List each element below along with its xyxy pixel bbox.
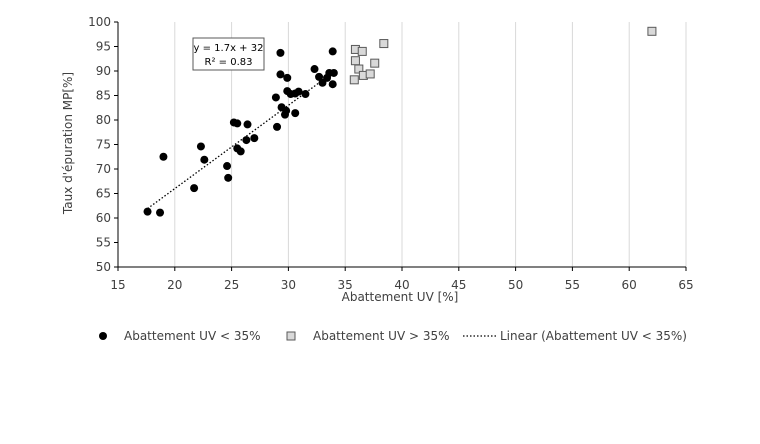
data-point-square <box>365 69 375 79</box>
y-tick-label: 55 <box>96 236 111 250</box>
x-tick-label: 55 <box>565 278 580 292</box>
data-point-circle <box>271 93 280 102</box>
data-point-circle <box>315 72 324 81</box>
data-point-circle <box>328 47 337 56</box>
data-point-square <box>379 39 389 49</box>
y-tick-label: 60 <box>96 211 111 225</box>
y-tick-label: 90 <box>96 64 111 78</box>
data-point-circle <box>328 80 337 89</box>
x-axis-title: Abattement UV [%] <box>342 290 459 304</box>
data-point-square <box>647 26 657 36</box>
legend-item-series-1: Abattement UV < 35% <box>99 329 261 343</box>
data-point-circle <box>159 152 168 161</box>
data-point-circle <box>301 90 310 99</box>
data-point-circle <box>224 173 233 182</box>
y-tick-label: 100 <box>88 15 111 29</box>
data-points <box>143 26 657 217</box>
data-point-circle <box>273 122 282 131</box>
data-point-circle <box>291 109 300 118</box>
data-point-circle <box>143 207 152 216</box>
data-point-circle <box>310 65 319 74</box>
data-point-circle <box>250 134 259 143</box>
data-point-circle <box>283 73 292 82</box>
data-point-circle <box>242 136 251 145</box>
y-tick-label: 75 <box>96 138 111 152</box>
data-point-circle <box>329 68 338 77</box>
y-tick-label: 80 <box>96 113 111 127</box>
trendline-r-squared: R² = 0.83 <box>205 57 253 68</box>
data-point-circle <box>236 147 245 156</box>
legend-marker-circle <box>99 332 107 340</box>
data-point-circle <box>190 184 199 193</box>
x-tick-label: 60 <box>622 278 637 292</box>
x-tick-label: 20 <box>167 278 182 292</box>
equation-box-frame <box>192 37 265 71</box>
trendline-equation: y = 1.7x + 32 <box>194 43 264 54</box>
x-tick-label: 35 <box>338 278 353 292</box>
data-point-circle <box>282 106 291 115</box>
y-tick-label: 85 <box>96 89 111 103</box>
y-axis-title: Taux d'épuration MP[%] <box>61 72 75 215</box>
axes: 50 55 60 65 70 75 80 85 90 95 100 15 20 25 30 35 40 45 50 5… <box>88 15 694 292</box>
x-tick-label: 30 <box>281 278 296 292</box>
x-tick-label: 40 <box>394 278 409 292</box>
legend-label-series-1: Abattement UV < 35% <box>124 329 261 343</box>
data-point-circle <box>243 120 252 129</box>
legend: Abattement UV < 35% Abattement UV > 35% … <box>99 329 687 343</box>
data-point-square <box>354 64 364 74</box>
y-tick-label: 65 <box>96 187 111 201</box>
legend-marker-square <box>286 331 296 341</box>
data-point-square <box>349 75 359 85</box>
data-point-circle <box>276 48 285 57</box>
y-tick-label: 50 <box>96 260 111 274</box>
data-point-circle <box>276 70 285 79</box>
data-point-circle <box>200 155 209 164</box>
legend-label-trendline: Linear (Abattement UV < 35%) <box>500 329 687 343</box>
data-point-circle <box>294 87 303 96</box>
trendline-equation-box: y = 1.7x + 32 R² = 0.83 <box>192 37 265 71</box>
x-tick-label: 65 <box>678 278 693 292</box>
x-tick-label: 50 <box>508 278 523 292</box>
y-tick-label: 70 <box>96 162 111 176</box>
data-point-circle <box>156 208 165 217</box>
y-tick-label: 95 <box>96 40 111 54</box>
data-point-circle <box>233 119 242 128</box>
data-point-square <box>357 46 367 56</box>
x-tick-label: 25 <box>224 278 239 292</box>
legend-label-series-2: Abattement UV > 35% <box>313 329 450 343</box>
legend-item-series-2: Abattement UV > 35% <box>286 329 450 343</box>
data-point-circle <box>196 142 205 151</box>
data-point-square <box>370 58 380 68</box>
legend-item-trendline: Linear (Abattement UV < 35%) <box>463 329 687 343</box>
data-point-square <box>350 56 360 66</box>
data-point-circle <box>223 162 232 171</box>
x-tick-label: 15 <box>110 278 125 292</box>
x-tick-label: 45 <box>451 278 466 292</box>
